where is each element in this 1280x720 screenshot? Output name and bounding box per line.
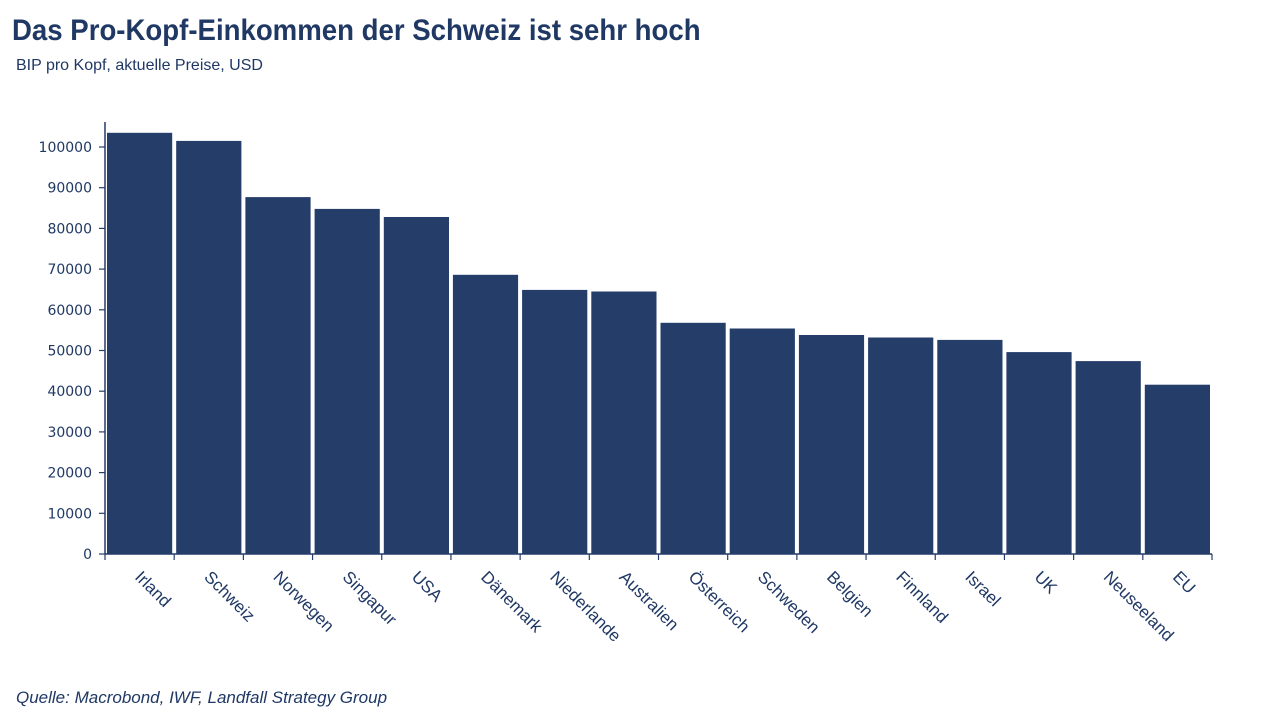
y-tick-label: 80000 — [47, 221, 92, 237]
bars-group — [107, 132, 1210, 555]
x-tick-label: USA — [408, 567, 447, 606]
x-tick-label: Schweden — [754, 567, 824, 637]
bar-singapur — [314, 208, 380, 554]
bar-finnland — [868, 337, 934, 554]
x-tick-label: Finnland — [892, 567, 952, 627]
x-tick-label: Niederlande — [546, 567, 624, 645]
x-axis: Irland Schweiz Norwegen Singapur USA Dänemark… — [104, 553, 1213, 646]
x-tick-label: Singapur — [339, 567, 401, 629]
x-tick-label: Israel — [961, 567, 1004, 610]
bar-australien — [591, 291, 657, 554]
y-tick-label: 10000 — [47, 506, 92, 522]
x-tick-label: Norwegen — [270, 567, 338, 635]
bar-belgien — [798, 335, 865, 554]
bar-irland — [107, 132, 173, 555]
chart-title: Das Pro-Kopf-Einkommen der Schweiz ist s… — [12, 14, 701, 47]
y-tick-label: 30000 — [47, 425, 92, 441]
y-tick-label: 20000 — [47, 466, 92, 482]
y-tick-label: 60000 — [47, 303, 92, 319]
bar-dänemark — [452, 274, 519, 554]
y-tick-label: 50000 — [47, 344, 92, 360]
x-tick-label: Neuseeland — [1100, 567, 1178, 645]
y-tick-label: 70000 — [47, 262, 92, 278]
y-tick-label: 0 — [83, 547, 92, 563]
y-tick-label: 40000 — [47, 384, 92, 400]
bar-schweiz — [176, 140, 242, 554]
x-tick-label: Australien — [616, 567, 683, 634]
bar-schweden — [729, 328, 795, 554]
bar-norwegen — [245, 197, 311, 554]
x-tick-label: Dänemark — [477, 567, 546, 636]
x-tick-label: Schweiz — [200, 567, 258, 625]
x-tick-label: Belgien — [823, 567, 877, 621]
y-tick-label: 90000 — [47, 181, 92, 197]
source-note: Quelle: Macrobond, IWF, Landfall Strateg… — [16, 688, 388, 707]
chart-subtitle: BIP pro Kopf, aktuelle Preise, USD — [16, 57, 263, 74]
x-tick-label: EU — [1169, 567, 1199, 597]
bar-eu — [1144, 384, 1210, 554]
y-axis: 0 10000 20000 30000 40000 50000 60000 70000 8000… — [39, 122, 106, 563]
x-tick-label: UK — [1031, 567, 1062, 598]
y-tick-label: 100000 — [39, 140, 92, 156]
bar-neuseeland — [1075, 361, 1141, 554]
x-tick-label: Irland — [131, 567, 175, 611]
bar-österreich — [660, 322, 726, 554]
bar-israel — [937, 339, 1003, 554]
bar-usa — [383, 217, 449, 554]
bar-niederlande — [522, 289, 588, 554]
x-tick-label: Österreich — [685, 567, 754, 636]
bar-uk — [1006, 352, 1072, 554]
